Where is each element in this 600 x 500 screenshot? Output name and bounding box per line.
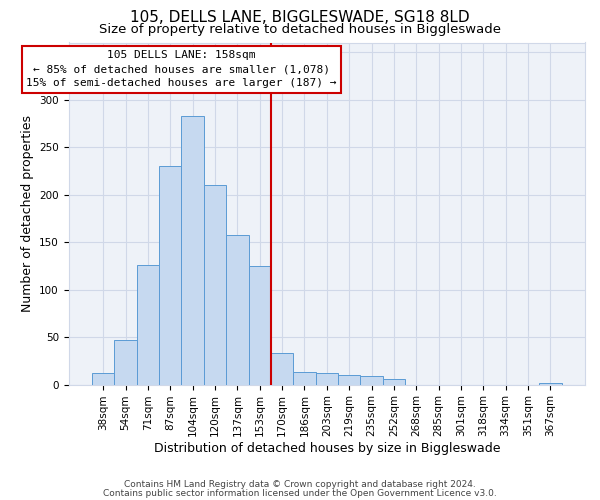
Text: 105, DELLS LANE, BIGGLESWADE, SG18 8LD: 105, DELLS LANE, BIGGLESWADE, SG18 8LD: [130, 10, 470, 25]
Bar: [316, 373, 338, 384]
Text: 105 DELLS LANE: 158sqm
← 85% of detached houses are smaller (1,078)
15% of semi-: 105 DELLS LANE: 158sqm ← 85% of detached…: [26, 50, 337, 88]
X-axis label: Distribution of detached houses by size in Biggleswade: Distribution of detached houses by size …: [154, 442, 500, 455]
Bar: [271, 353, 293, 384]
Text: Contains public sector information licensed under the Open Government Licence v3: Contains public sector information licen…: [103, 488, 497, 498]
Bar: [361, 376, 383, 384]
Bar: [92, 373, 115, 384]
Bar: [204, 185, 226, 384]
Bar: [539, 382, 562, 384]
Bar: [159, 166, 181, 384]
Bar: [248, 266, 271, 384]
Bar: [383, 379, 405, 384]
Bar: [181, 116, 204, 384]
Text: Contains HM Land Registry data © Crown copyright and database right 2024.: Contains HM Land Registry data © Crown c…: [124, 480, 476, 489]
Bar: [137, 265, 159, 384]
Text: Size of property relative to detached houses in Biggleswade: Size of property relative to detached ho…: [99, 22, 501, 36]
Bar: [338, 375, 361, 384]
Bar: [115, 340, 137, 384]
Y-axis label: Number of detached properties: Number of detached properties: [20, 115, 34, 312]
Bar: [293, 372, 316, 384]
Bar: [226, 236, 248, 384]
